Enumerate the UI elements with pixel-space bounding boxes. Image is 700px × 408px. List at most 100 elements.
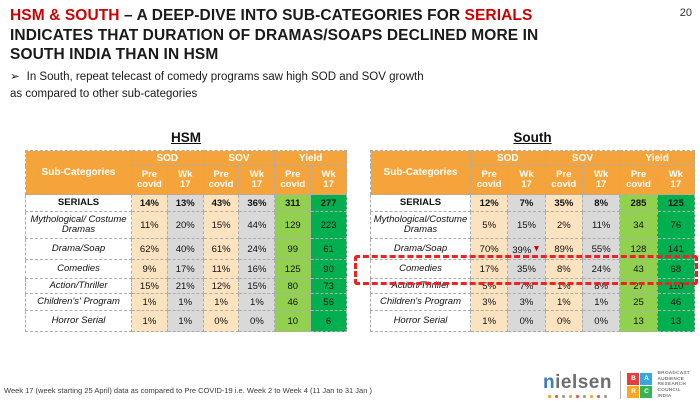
cell: 61%: [202, 238, 240, 260]
title-segment: HSM & SOUTH: [10, 7, 120, 24]
col-subheader: Pre covid: [469, 165, 509, 195]
cell: 125: [274, 259, 312, 279]
slide-title: HSM & SOUTH – A DEEP-DIVE INTO SUB-CATEG…: [10, 6, 670, 65]
row-label: Children's Program: [370, 293, 471, 311]
bullet-line-2: as compared to other sub-categories: [10, 87, 198, 100]
table-header-groups: Sub-Categories SOD SOV Yield: [370, 150, 695, 195]
barc-letter-r: R: [627, 385, 640, 398]
col-group-yield: Yield: [619, 150, 695, 166]
cell: 7%: [507, 194, 546, 212]
cell: 76: [656, 211, 696, 239]
cell: 6: [310, 310, 347, 332]
title-segment: INDICATES THAT DURATION OF DRAMAS/SOAPS …: [10, 26, 539, 44]
south-table-block: South Sub-Categories SOD SOV Yield Pre covid W…: [370, 130, 696, 332]
col-header-subcategories: Sub-Categories: [25, 150, 132, 195]
col-subheader: Wk 17: [656, 165, 696, 195]
dot: [583, 395, 586, 398]
col-group-sov: SOV: [202, 150, 276, 166]
dot: [555, 395, 558, 398]
row-label: Horror Serial: [370, 310, 471, 332]
cell: 1%: [166, 310, 204, 332]
row-label: Action/Thriller: [370, 278, 471, 294]
title-segment: SERIALS: [464, 7, 533, 24]
cell: 7%: [507, 278, 546, 294]
barc-text-line: AUDIENCE: [657, 376, 685, 382]
cell: 17%: [166, 259, 204, 279]
table-row: Horror Serial 1% 0% 0% 0% 13 13: [370, 310, 696, 332]
col-subheader: Pre covid: [274, 165, 312, 195]
dot: [604, 395, 607, 398]
cell: 141: [656, 238, 696, 260]
row-label: Action/Thriller: [25, 278, 132, 294]
row-label: Mythological/Costume Dramas: [370, 211, 471, 239]
cell: 1%: [544, 293, 583, 311]
cell: 25: [619, 293, 658, 311]
cell: 9%: [131, 259, 168, 279]
cell: 1%: [131, 310, 168, 332]
barc-logo-text: BROADCAST AUDIENCE RESEARCH COUNCIL INDIA: [657, 371, 689, 400]
barc-text-line: BROADCAST: [657, 371, 690, 376]
cell: 223: [310, 211, 347, 239]
title-segment: – A DEEP-DIVE INTO SUB-CATEGORIES FOR: [119, 7, 465, 24]
title-line-1: HSM & SOUTH – A DEEP-DIVE INTO SUB-CATEG…: [10, 6, 670, 26]
col-group-sod: SOD: [131, 150, 204, 166]
cell: 8%: [581, 278, 621, 294]
south-table: Sub-Categories SOD SOV Yield Pre covid Wk 17 Pre…: [370, 150, 696, 332]
cell: 34: [619, 211, 658, 239]
bullet-arrow-icon: ➢: [10, 71, 20, 83]
cell: 12%: [202, 278, 240, 294]
row-label: Comedies: [25, 259, 132, 279]
cell: 39%▼: [507, 238, 546, 260]
cell: 15%: [131, 278, 168, 294]
nielsen-logo: nielsen: [543, 373, 612, 398]
cell: 1%: [131, 293, 168, 311]
cell: 10: [274, 310, 312, 332]
cell: 80: [274, 278, 312, 294]
cell: 27: [619, 278, 658, 294]
col-subheader: Wk 17: [507, 165, 546, 195]
cell: 20%: [166, 211, 204, 239]
table-row: Mythological/ Costume Dramas 11% 20% 15% 44%…: [25, 211, 347, 239]
cell: 35%: [507, 259, 546, 279]
cell: 13: [656, 310, 696, 332]
cell: 55%: [581, 238, 621, 260]
barc-text-line: INDIA: [657, 393, 672, 399]
col-header-subcategories: Sub-Categories: [370, 150, 471, 195]
cell: 2%: [544, 211, 583, 239]
col-subheader: Pre covid: [619, 165, 658, 195]
cell: 277: [310, 194, 347, 212]
hsm-table-block: HSM Sub-Categories SOD SOV Yield Pre covid Wk 1…: [25, 130, 347, 332]
table-row: Horror Serial 1% 1% 0% 0% 10 6: [25, 310, 347, 332]
col-group-sov: SOV: [544, 150, 621, 166]
row-label: Drama/Soap: [25, 238, 132, 260]
table-row: Drama/Soap 70% 39%▼ 89% 55% 128 141: [370, 238, 696, 260]
table-header-periods: Pre covid Wk 17 Pre covid Wk 17 Pre covid Wk 17: [371, 165, 696, 195]
table-row: Action/Thriller 5% 7% 1% 8% 27 110: [370, 278, 696, 294]
table-row: Children's' Program 1% 1% 1% 1% 46 56: [25, 293, 347, 311]
table-row: SERIALS 12% 7% 35% 8% 285 125: [370, 194, 696, 212]
cell: 1%: [202, 293, 240, 311]
cell: 1%: [581, 293, 621, 311]
cell: 0%: [544, 310, 583, 332]
cell: 35%: [544, 194, 583, 212]
logo-divider: [619, 371, 622, 400]
table-row: Drama/Soap 62% 40% 61% 24% 99 61: [25, 238, 347, 260]
table-row: Comedies 17% 35% 8% 24% 43 68: [370, 259, 696, 279]
bullet-text: ➢ In South, repeat telecast of comedy pro…: [10, 69, 570, 102]
nielsen-wordmark: nielsen: [543, 372, 612, 393]
cell: 12%: [469, 194, 509, 212]
cell: 36%: [238, 194, 276, 212]
cell: 21%: [166, 278, 204, 294]
cell: 13%: [166, 194, 204, 212]
col-group-yield: Yield: [274, 150, 347, 166]
cell: 90: [310, 259, 347, 279]
cell: 43: [619, 259, 658, 279]
cell: 89%: [544, 238, 583, 260]
barc-letter-c: C: [640, 385, 653, 398]
cell: 0%: [581, 310, 621, 332]
hsm-table-caption: HSM: [171, 130, 201, 145]
col-subheader: Wk 17: [581, 165, 621, 195]
cell: 17%: [469, 259, 509, 279]
cell: 24%: [581, 259, 621, 279]
